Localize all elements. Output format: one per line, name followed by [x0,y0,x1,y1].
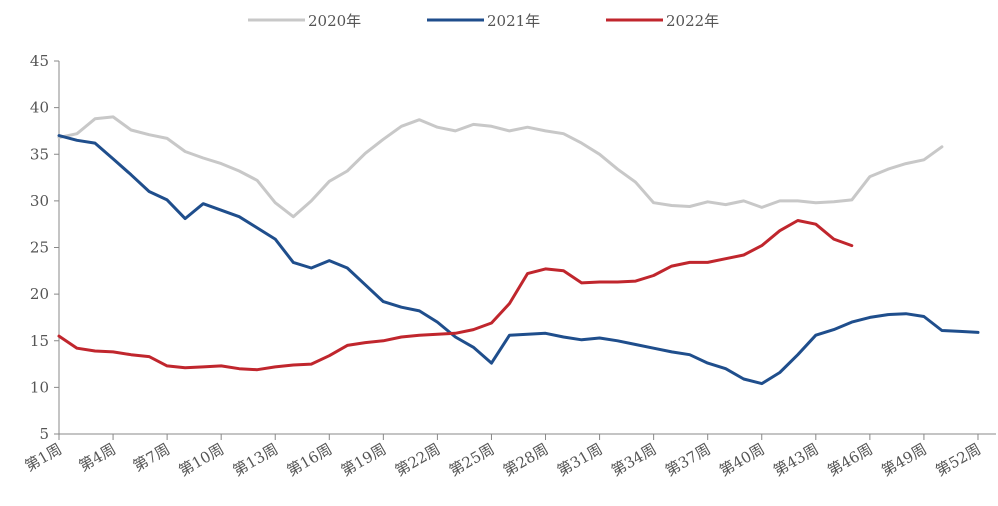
x-tick-label: 第7周 [130,440,173,475]
series-line-3 [57,219,854,372]
y-tick-label: 5 [39,425,49,443]
x-tick-label: 第34周 [608,440,660,480]
y-tick-label: 35 [30,145,49,163]
x-tick-label: 第4周 [76,440,119,475]
x-tick-label: 第31周 [554,440,606,480]
x-tick-label: 第52周 [932,440,984,480]
x-axis: 第1周 第4周 第7周 第10周 第13周 第16周 第19周 第22周 第25周 第28周 第31… [22,433,996,480]
x-tick-label: 第1周 [22,440,65,475]
legend-label: 2021年 [487,12,540,30]
x-tick-label: 第28周 [500,440,552,480]
x-tick-label: 第49周 [878,440,930,480]
legend: 2020年 2021年 2022年 [248,12,719,30]
x-tick-label: 第25周 [446,440,498,480]
x-tick-label: 第13周 [230,440,282,480]
x-tick-label: 第37周 [662,440,714,480]
x-tick-label: 第10周 [176,440,228,480]
y-tick-label: 20 [30,285,49,303]
y-axis: 5 10 15 20 25 30 35 40 45 [30,52,60,443]
x-tick-label: 第43周 [770,440,822,480]
x-tick-label: 第46周 [824,440,876,480]
y-tick-label: 15 [30,332,49,350]
series-line-2 [57,134,980,386]
series-line-1 [57,115,944,219]
legend-label: 2022年 [666,12,719,30]
y-tick-label: 10 [30,378,49,396]
y-tick-label: 30 [30,192,49,210]
x-tick-label: 第40周 [716,440,768,480]
x-tick-label: 第16周 [284,440,336,480]
series-group [57,115,980,386]
y-tick-label: 45 [30,52,49,70]
y-tick-label: 25 [30,239,49,257]
x-tick-label: 第19周 [338,440,390,480]
y-tick-label: 40 [30,99,49,117]
x-tick-label: 第22周 [392,440,444,480]
legend-label: 2020年 [308,12,361,30]
